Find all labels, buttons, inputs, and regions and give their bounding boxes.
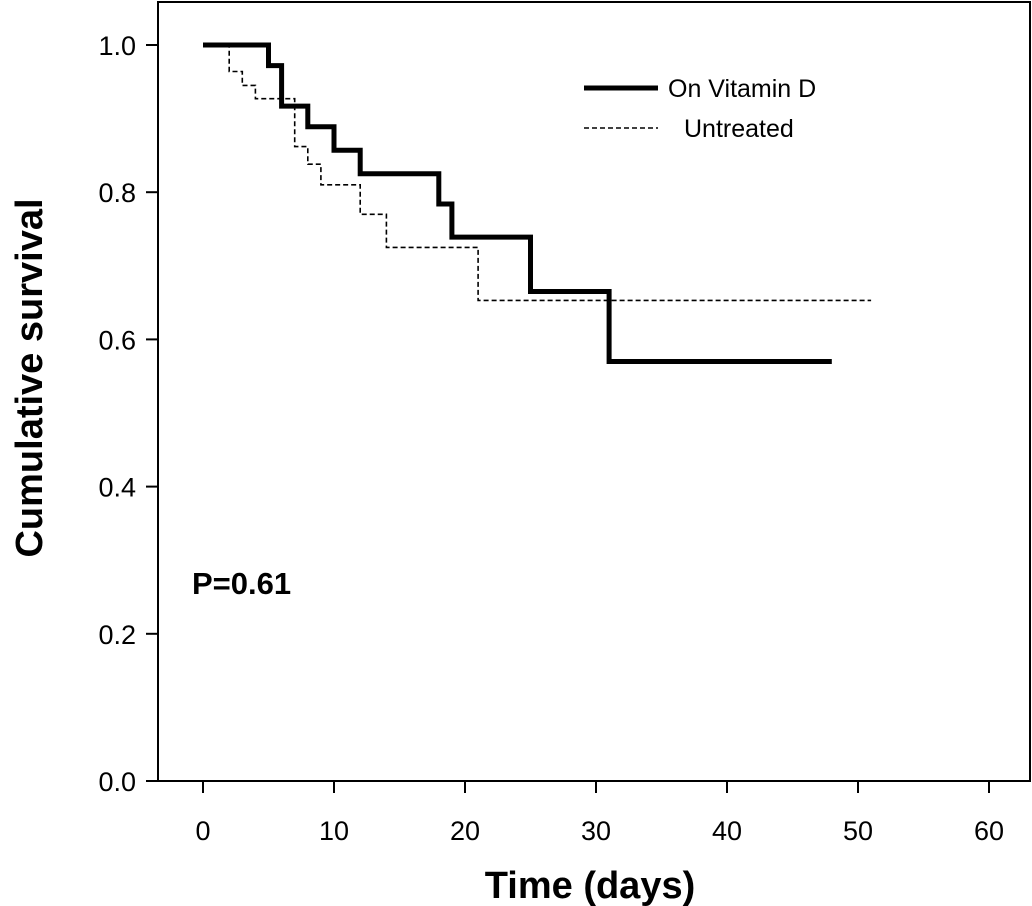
- legend: On Vitamin D Untreated: [584, 75, 816, 143]
- x-tick-label: 40: [712, 816, 742, 846]
- x-tick-label: 0: [195, 816, 210, 846]
- legend-label-on-vitamin-d: On Vitamin D: [668, 75, 816, 103]
- x-axis-ticks: 0 10 20 30 40 50 60: [195, 781, 1004, 846]
- y-axis-title: Cumulative survival: [9, 198, 51, 557]
- series-line-on-vitamin-d: [203, 42, 832, 364]
- plot-frame: [157, 1, 1031, 782]
- x-tick-label: 20: [450, 816, 480, 846]
- y-tick-label: 0.6: [98, 325, 136, 355]
- x-tick-label: 30: [581, 816, 611, 846]
- x-tick-label: 60: [974, 816, 1004, 846]
- legend-label-untreated: Untreated: [684, 115, 794, 143]
- series-layer: [203, 42, 872, 364]
- y-tick-label: 0.8: [98, 178, 136, 208]
- y-axis-ticks: 0.0 0.2 0.4 0.6 0.8 1.0: [98, 31, 158, 797]
- series-line-untreated: [203, 44, 872, 302]
- y-tick-label: 0.4: [98, 473, 136, 503]
- p-value-annotation: P=0.61: [192, 566, 291, 601]
- x-tick-label: 10: [319, 816, 349, 846]
- y-tick-label: 1.0: [98, 31, 136, 61]
- y-tick-label: 0.2: [98, 620, 136, 650]
- x-axis-title: Time (days): [485, 865, 695, 906]
- y-tick-label: 0.0: [98, 767, 136, 797]
- x-tick-label: 50: [843, 816, 873, 846]
